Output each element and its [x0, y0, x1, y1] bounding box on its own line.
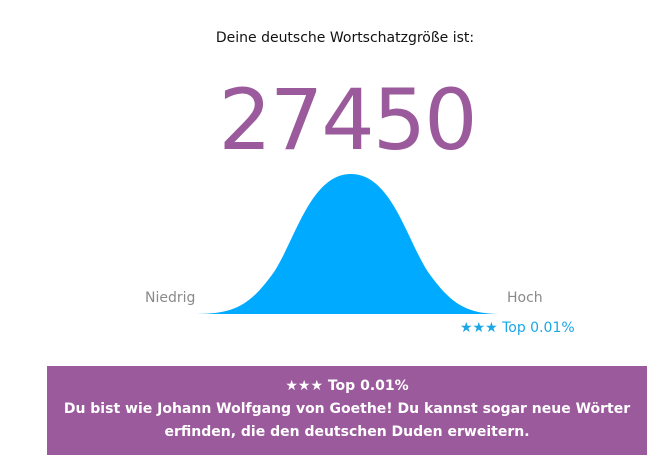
result-heading: Deine deutsche Wortschatzgröße ist:: [215, 30, 475, 46]
scale-high-label: Hoch: [507, 290, 543, 306]
banner-message-line-2: erfinden, die den deutschen Duden erweit…: [164, 424, 530, 440]
scale-low-label: Niedrig: [145, 290, 196, 306]
vocabulary-score: 27450: [218, 71, 477, 169]
result-banner: ★★★ Top 0.01% Du bist wie Johann Wolfgan…: [47, 366, 647, 455]
banner-rank: ★★★ Top 0.01%: [285, 378, 409, 394]
banner-message-line-1: Du bist wie Johann Wolfgang von Goethe! …: [63, 401, 631, 417]
bell-curve-shape: [196, 174, 502, 314]
percentile-marker: ★★★ Top 0.01%: [460, 320, 575, 336]
distribution-curve: [196, 174, 502, 314]
